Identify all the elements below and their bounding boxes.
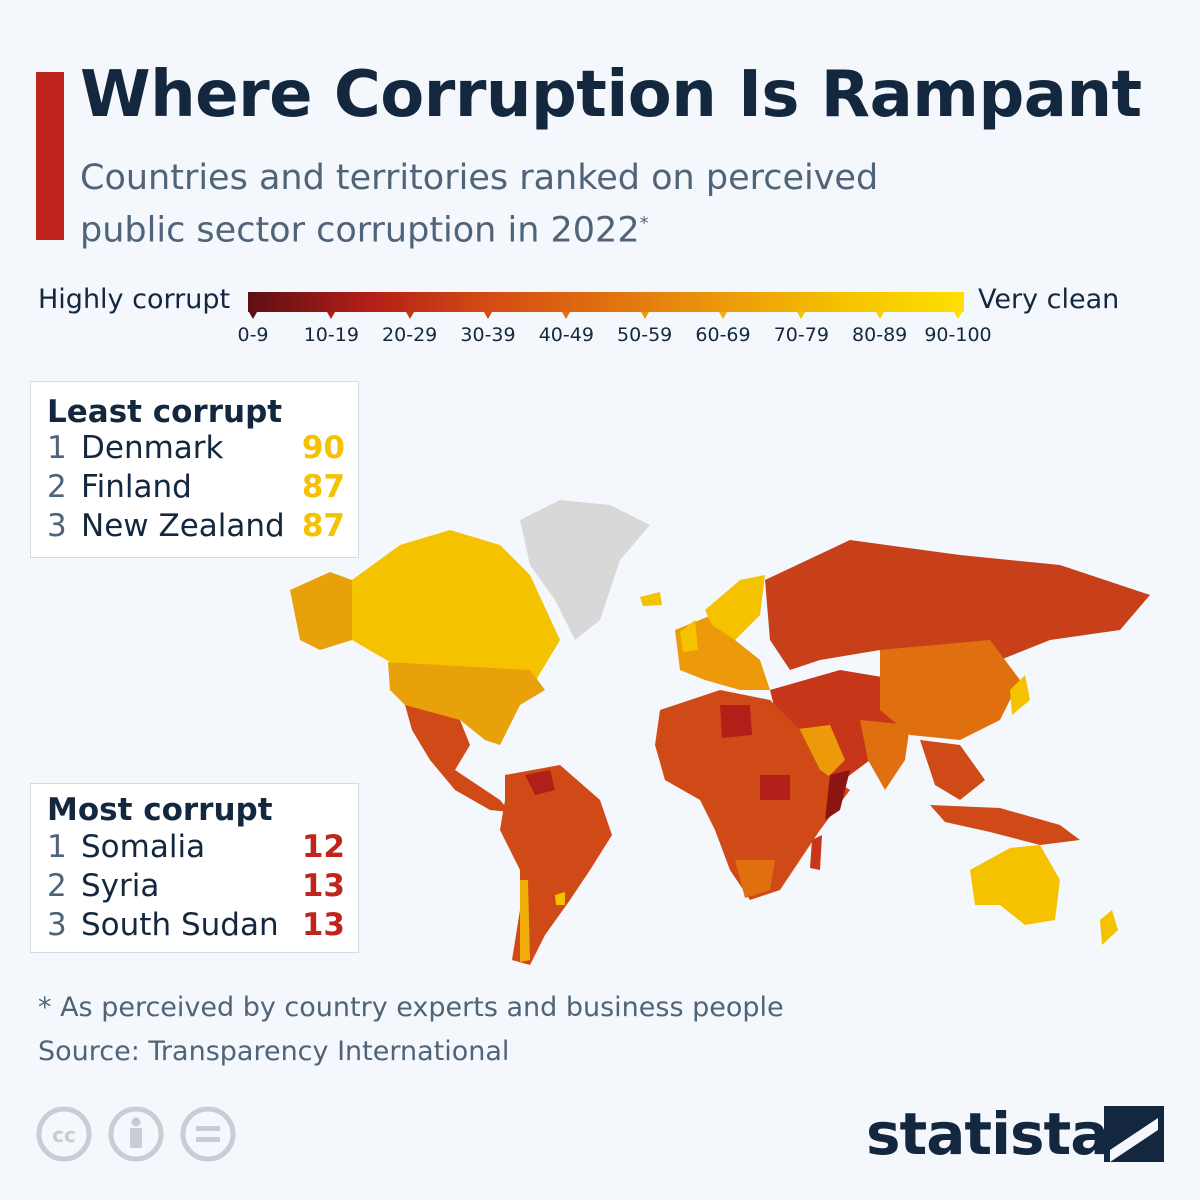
country-score: 12 [301, 829, 345, 865]
map-libya [720, 705, 752, 738]
source-text: Source: Transparency International [38, 1036, 510, 1067]
legend-tick-mark [797, 312, 806, 319]
map-india [860, 720, 910, 790]
country-name: Denmark [81, 430, 224, 466]
title-accent-bar [36, 72, 64, 240]
most-corrupt-title: Most corrupt [47, 792, 273, 828]
country-score: 90 [301, 430, 345, 466]
map-chile [520, 880, 530, 962]
most-corrupt-box: Most corrupt 1 Somalia 12 2 Syria 13 3 S… [30, 783, 359, 953]
map-alaska [290, 572, 352, 650]
subtitle-text: Countries and territories ranked on perc… [80, 158, 879, 251]
country-score: 13 [301, 868, 345, 904]
no-derivatives-icon[interactable] [180, 1106, 236, 1162]
legend-tick-mark [249, 312, 257, 319]
legend-tick-mark [640, 312, 649, 319]
page-title: Where Corruption Is Rampant [80, 58, 1142, 132]
legend-tick-label: 80-89 [852, 324, 908, 346]
rank-number: 3 [47, 508, 67, 544]
least-corrupt-title: Least corrupt [47, 394, 283, 430]
country-name: New Zealand [81, 508, 285, 544]
map-canada [352, 530, 560, 690]
map-uk [680, 620, 698, 652]
rank-number: 2 [47, 868, 67, 904]
legend-tick-label: 70-79 [773, 324, 829, 346]
most-corrupt-row-1: 1 Somalia 12 [47, 829, 345, 869]
least-corrupt-row-3: 3 New Zealand 87 [47, 508, 345, 548]
attribution-icon[interactable] [108, 1106, 164, 1162]
map-south-america [500, 765, 612, 965]
rank-number: 3 [47, 907, 67, 943]
least-corrupt-row-1: 1 Denmark 90 [47, 430, 345, 470]
rank-number: 1 [47, 430, 67, 466]
svg-text:cc: cc [52, 1123, 76, 1147]
map-madagascar [810, 835, 822, 870]
country-score: 87 [301, 508, 345, 544]
legend-label-very-clean: Very clean [978, 284, 1120, 315]
legend-tick-mark [719, 312, 727, 319]
legend-tick-label: 30-39 [460, 324, 516, 346]
page-subtitle: Countries and territories ranked on perc… [80, 156, 980, 254]
map-australia [970, 845, 1060, 925]
map-iceland [640, 592, 662, 606]
legend-tick-mark [562, 312, 571, 319]
map-south-sudan [760, 775, 790, 800]
most-corrupt-row-3: 3 South Sudan 13 [47, 907, 345, 947]
least-corrupt-box: Least corrupt 1 Denmark 90 2 Finland 87 … [30, 381, 359, 558]
legend-tick-label: 60-69 [695, 324, 751, 346]
map-russia [765, 540, 1150, 670]
map-mexico [405, 705, 510, 812]
statista-logo-text: statista [866, 1100, 1109, 1168]
map-scandinavia [705, 575, 765, 640]
legend-color-scale [248, 292, 964, 312]
map-new-zealand [1100, 910, 1118, 945]
legend-label-highly-corrupt: Highly corrupt [38, 284, 231, 315]
footnote: * As perceived by country experts and bu… [38, 992, 784, 1023]
country-name: Somalia [81, 829, 206, 865]
map-europe-west [675, 615, 770, 690]
map-southern-africa [735, 860, 775, 898]
rank-number: 2 [47, 469, 67, 505]
statista-logo-icon [1104, 1106, 1164, 1162]
rank-number: 1 [47, 829, 67, 865]
map-china [880, 640, 1020, 740]
legend-tick-label: 10-19 [303, 324, 359, 346]
legend-tick-mark [405, 312, 414, 319]
map-africa [655, 690, 850, 900]
map-venezuela [525, 770, 555, 795]
legend-tick-mark [954, 312, 962, 319]
most-corrupt-row-2: 2 Syria 13 [47, 868, 345, 908]
map-greenland [520, 500, 650, 640]
legend-tick-mark [327, 312, 336, 319]
country-score: 87 [301, 469, 345, 505]
country-score: 13 [301, 907, 345, 943]
license-icons: cc [36, 1106, 236, 1162]
legend-tick-label: 0-9 [237, 324, 269, 346]
map-usa [388, 662, 545, 745]
map-japan [1010, 675, 1030, 715]
least-corrupt-row-2: 2 Finland 87 [47, 469, 345, 509]
legend-tick-label: 40-49 [538, 324, 594, 346]
country-name: Finland [81, 469, 192, 505]
map-uruguay [555, 892, 565, 905]
map-somalia [825, 770, 850, 820]
legend-tick-mark [484, 312, 492, 319]
subtitle-asterisk: * [639, 213, 649, 234]
country-name: South Sudan [81, 907, 279, 943]
legend-tick-mark [875, 312, 884, 319]
cc-icon[interactable]: cc [36, 1106, 92, 1162]
legend-tick-label: 90-100 [924, 324, 992, 346]
legend-tick-label: 50-59 [617, 324, 673, 346]
country-name: Syria [81, 868, 160, 904]
map-southeast-asia [920, 740, 985, 800]
map-indonesia [930, 805, 1080, 845]
legend-tick-label: 20-29 [382, 324, 438, 346]
